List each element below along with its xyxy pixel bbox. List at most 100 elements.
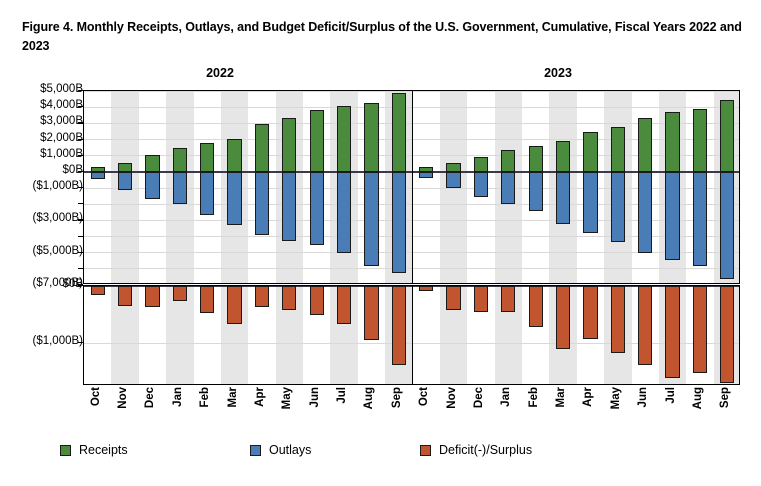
bar-outlays[interactable] bbox=[364, 171, 379, 266]
bar-receipts[interactable] bbox=[309, 109, 324, 172]
bar-deficit-surplus[interactable] bbox=[638, 286, 653, 366]
bar-deficit-surplus[interactable] bbox=[473, 286, 489, 313]
year-divider bbox=[411, 91, 414, 283]
x-tick-label: Apr bbox=[253, 387, 266, 407]
bar-outlays[interactable] bbox=[172, 171, 187, 205]
bar-receipts[interactable] bbox=[145, 154, 160, 172]
bar-outlays[interactable] bbox=[117, 171, 133, 191]
bar-receipts[interactable] bbox=[419, 167, 434, 172]
bar-deficit-surplus[interactable] bbox=[336, 286, 352, 324]
bar-receipts[interactable] bbox=[282, 118, 297, 172]
gridline bbox=[84, 122, 739, 124]
y-tick-label: $4,000B bbox=[40, 99, 83, 112]
bar-receipts[interactable] bbox=[254, 123, 270, 172]
bar-outlays[interactable] bbox=[336, 171, 352, 254]
bar-outlays[interactable] bbox=[610, 171, 625, 243]
bar-outlays[interactable] bbox=[501, 171, 516, 205]
bar-receipts[interactable] bbox=[364, 103, 379, 172]
bar-outlays[interactable] bbox=[309, 171, 324, 246]
bar-deficit-surplus[interactable] bbox=[364, 286, 379, 340]
bar-receipts[interactable] bbox=[665, 112, 680, 172]
bar-outlays[interactable] bbox=[254, 171, 270, 235]
bar-outlays[interactable] bbox=[720, 171, 735, 280]
bar-deficit-surplus[interactable] bbox=[282, 286, 297, 311]
bar-outlays[interactable] bbox=[665, 171, 680, 260]
bar-deficit-surplus[interactable] bbox=[145, 286, 160, 307]
bar-deficit-surplus[interactable] bbox=[528, 286, 543, 328]
bar-outlays[interactable] bbox=[282, 171, 297, 242]
bar-receipts[interactable] bbox=[583, 132, 598, 172]
bar-deficit-surplus[interactable] bbox=[309, 286, 324, 316]
legend-swatch-icon bbox=[250, 444, 261, 456]
bar-deficit-surplus[interactable] bbox=[583, 286, 598, 340]
bar-receipts[interactable] bbox=[720, 100, 735, 172]
bar-receipts[interactable] bbox=[638, 118, 653, 172]
y-tick-label: $0B bbox=[62, 163, 83, 176]
bar-receipts[interactable] bbox=[528, 145, 543, 172]
bar-outlays[interactable] bbox=[227, 171, 242, 226]
legend-item[interactable]: Deficit(-)/Surplus bbox=[420, 443, 532, 457]
bar-receipts[interactable] bbox=[473, 157, 489, 172]
bar-receipts[interactable] bbox=[200, 143, 215, 172]
bar-receipts[interactable] bbox=[446, 162, 461, 172]
gridline bbox=[84, 236, 739, 237]
bar-outlays[interactable] bbox=[638, 171, 653, 253]
bar-deficit-surplus[interactable] bbox=[446, 286, 461, 311]
bar-receipts[interactable] bbox=[555, 141, 571, 172]
bar-deficit-surplus[interactable] bbox=[692, 286, 708, 374]
bar-deficit-surplus[interactable] bbox=[90, 286, 105, 296]
bar-receipts[interactable] bbox=[117, 162, 133, 172]
x-tick-label: Oct bbox=[89, 387, 102, 407]
y-tick-label: ($3,000B) bbox=[32, 212, 83, 225]
bar-receipts[interactable] bbox=[227, 138, 242, 172]
bar-receipts[interactable] bbox=[692, 108, 708, 172]
bar-deficit-surplus[interactable] bbox=[117, 286, 133, 307]
bar-outlays[interactable] bbox=[692, 171, 708, 267]
bar-receipts[interactable] bbox=[336, 106, 352, 172]
bar-outlays[interactable] bbox=[419, 171, 434, 178]
plot-deficit-surplus bbox=[83, 285, 740, 385]
y-tick-label: ($7,000B) bbox=[32, 277, 83, 289]
bar-outlays[interactable] bbox=[200, 171, 215, 216]
legend-item[interactable]: Outlays bbox=[250, 443, 311, 457]
y-tick-label: $5,000B bbox=[40, 83, 83, 95]
x-tick-label: Aug bbox=[691, 387, 704, 410]
bar-outlays[interactable] bbox=[391, 171, 406, 274]
bar-outlays[interactable] bbox=[145, 171, 160, 199]
bar-deficit-surplus[interactable] bbox=[172, 286, 187, 301]
bar-receipts[interactable] bbox=[172, 147, 187, 172]
bar-outlays[interactable] bbox=[555, 171, 571, 225]
y-tick-label: ($1,000B) bbox=[32, 180, 83, 192]
bar-deficit-surplus[interactable] bbox=[227, 286, 242, 325]
legend-item[interactable]: Receipts bbox=[60, 443, 128, 457]
x-tick-label: May bbox=[609, 387, 622, 410]
bar-deficit-surplus[interactable] bbox=[391, 286, 406, 365]
bar-outlays[interactable] bbox=[90, 171, 105, 180]
bar-receipts[interactable] bbox=[610, 126, 625, 172]
bar-deficit-surplus[interactable] bbox=[419, 286, 434, 292]
x-tick-label: Mar bbox=[555, 387, 568, 408]
bar-deficit-surplus[interactable] bbox=[200, 286, 215, 314]
bar-deficit-surplus[interactable] bbox=[555, 286, 571, 349]
gridline bbox=[84, 203, 739, 205]
y-tick-mark bbox=[78, 90, 83, 92]
x-tick-label: Jul bbox=[664, 387, 677, 404]
bar-deficit-surplus[interactable] bbox=[720, 286, 735, 384]
bar-receipts[interactable] bbox=[90, 167, 105, 172]
bar-deficit-surplus[interactable] bbox=[610, 286, 625, 353]
y-tick-mark bbox=[78, 235, 83, 237]
bar-outlays[interactable] bbox=[446, 171, 461, 188]
bar-receipts[interactable] bbox=[501, 150, 516, 172]
bar-deficit-surplus[interactable] bbox=[665, 286, 680, 379]
bar-outlays[interactable] bbox=[583, 171, 598, 234]
bar-outlays[interactable] bbox=[528, 171, 543, 211]
bar-outlays[interactable] bbox=[473, 171, 489, 197]
y-tick-label: $2,000B bbox=[40, 131, 83, 144]
bar-receipts[interactable] bbox=[391, 92, 406, 172]
x-tick-label: Jan bbox=[500, 387, 513, 407]
x-tick-label: Jan bbox=[171, 387, 184, 407]
gridline bbox=[84, 139, 739, 140]
bar-deficit-surplus[interactable] bbox=[501, 286, 516, 313]
y-tick-mark bbox=[78, 154, 83, 156]
bar-deficit-surplus[interactable] bbox=[254, 286, 270, 307]
